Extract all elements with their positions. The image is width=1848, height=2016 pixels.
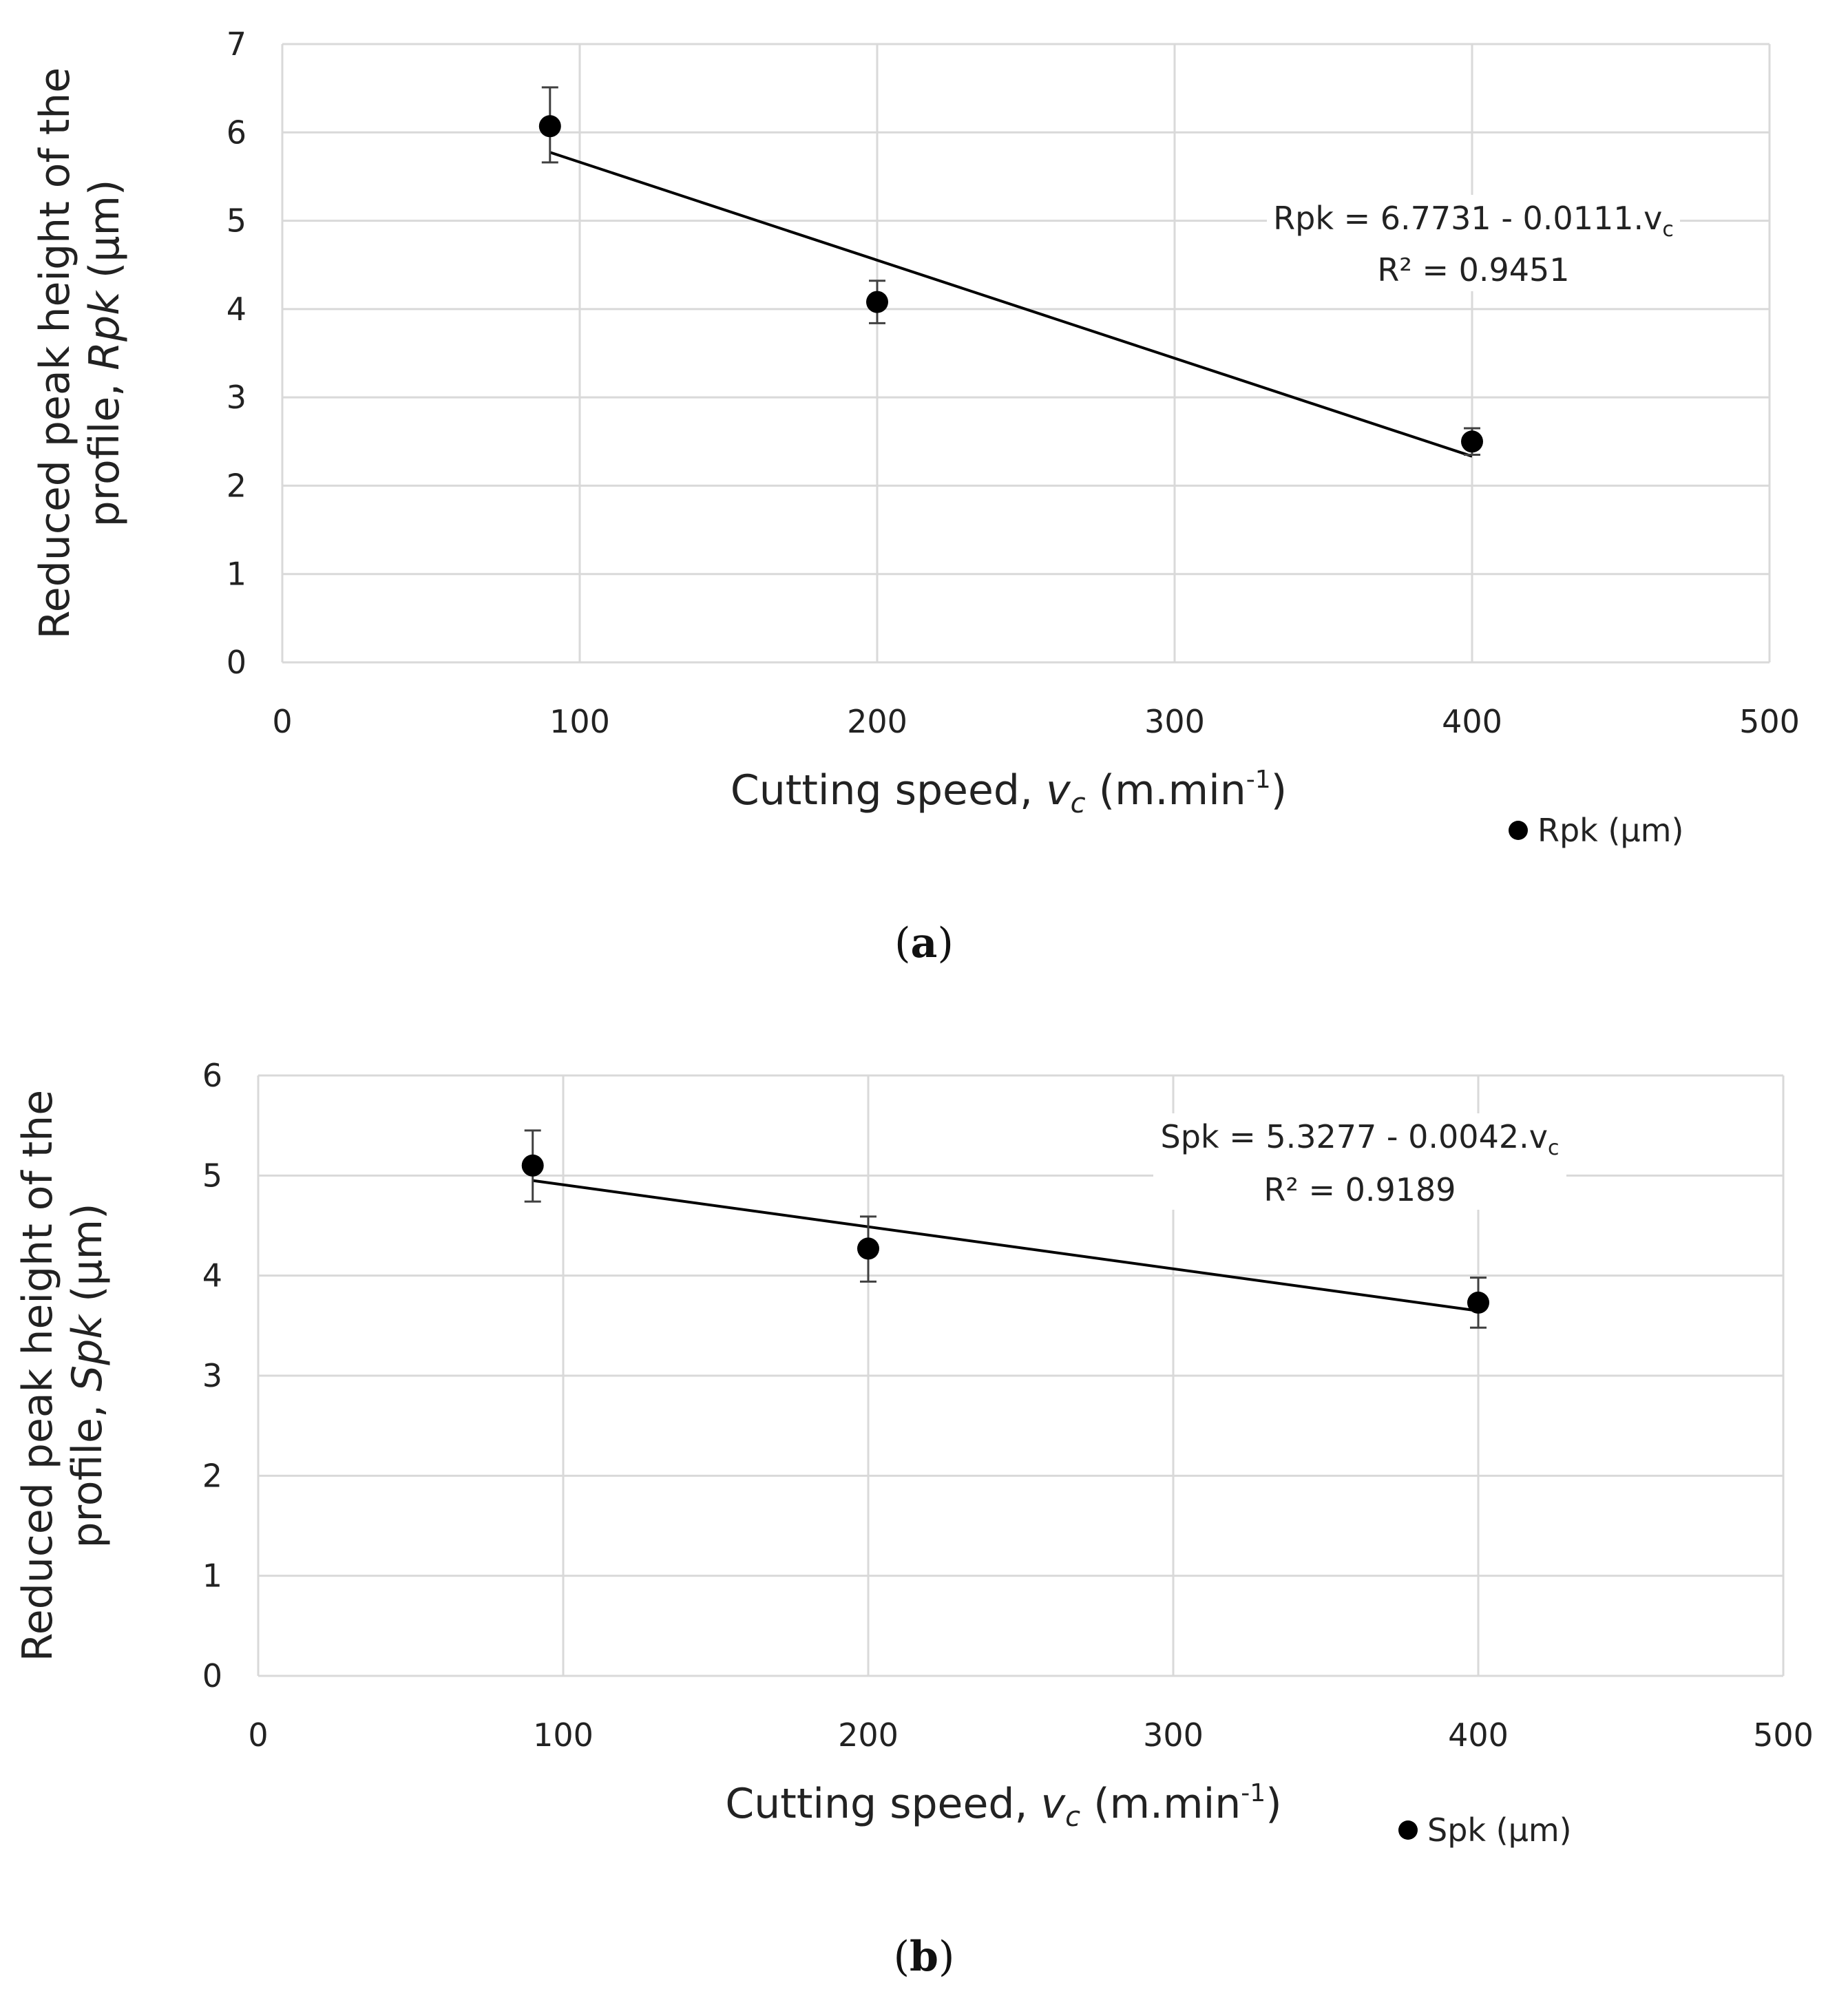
legend: Rpk (µm)	[1509, 812, 1683, 849]
y-tick-label: 4	[227, 291, 246, 328]
y-tick-label: 2	[227, 467, 246, 504]
x-tick-label: 300	[1143, 1716, 1204, 1754]
trendline	[532, 1179, 1479, 1312]
x-tick-label: 0	[272, 703, 292, 740]
x-tick-label: 500	[1739, 703, 1800, 740]
y-tick-label: 4	[202, 1257, 222, 1294]
legend-marker	[1509, 821, 1528, 840]
y-tick-label: 1	[227, 556, 246, 593]
panel-caption: (a)	[894, 919, 954, 967]
equation-background	[1153, 1113, 1566, 1210]
y-axis-title-line2: profile, Spk (µm)	[63, 1203, 112, 1548]
chart-panel-a: 0 1 2 3 4 5 6 7 0 100 200 300 400 500 Rpk = 6.7731 - 0…	[31, 25, 1800, 967]
x-axis-title: Cutting speed, vc (m.min-1)	[725, 1779, 1281, 1833]
x-tick-label: 300	[1144, 703, 1205, 740]
legend-label: Rpk (µm)	[1537, 812, 1683, 849]
legend-marker	[1398, 1820, 1418, 1840]
trendline	[549, 151, 1473, 458]
x-tick-label: 500	[1753, 1716, 1814, 1754]
x-tick-label: 200	[838, 1716, 899, 1754]
y-tick-label: 1	[202, 1557, 222, 1595]
x-tick-label: 100	[549, 703, 610, 740]
y-axis-title: Reduced peak height of the profile, Rpk (…	[31, 67, 129, 639]
y-tick-label: 0	[227, 644, 246, 681]
r-squared-label: R² = 0.9189	[1263, 1171, 1456, 1208]
data-point	[1461, 430, 1483, 453]
y-tick-label: 3	[202, 1357, 222, 1394]
y-axis-title-line2: profile, Rpk (µm)	[81, 180, 129, 527]
panel-caption: (b)	[894, 1933, 955, 1981]
trendline-equation: Spk = 5.3277 - 0.0042.vc	[1161, 1118, 1560, 1160]
x-tick-label: 400	[1442, 703, 1502, 740]
y-tick-label: 5	[202, 1157, 222, 1194]
data-point	[866, 291, 888, 313]
x-tick-label: 100	[533, 1716, 594, 1754]
y-tick-label: 5	[227, 202, 246, 240]
y-tick-label: 6	[202, 1057, 222, 1094]
y-tick-label: 2	[202, 1457, 222, 1494]
y-axis-title-line1: Reduced peak height of the	[14, 1090, 62, 1661]
y-axis-title: Reduced peak height of the profile, Spk (…	[14, 1090, 112, 1661]
data-point	[1467, 1291, 1489, 1314]
y-tick-label: 6	[227, 114, 246, 151]
chart-panel-b: 0 1 2 3 4 5 6 0 100 200 300 400 500 Spk = 5.3277 - 0.…	[14, 1057, 1814, 1981]
r-squared-label: R² = 0.9451	[1377, 251, 1569, 288]
y-tick-label: 7	[227, 25, 246, 63]
legend: Spk (µm)	[1398, 1812, 1572, 1849]
x-tick-label: 200	[847, 703, 907, 740]
equation-background	[1267, 195, 1680, 291]
x-tick-label: 400	[1448, 1716, 1509, 1754]
y-tick-label: 0	[202, 1657, 222, 1694]
x-tick-label: 0	[248, 1716, 268, 1754]
legend-label: Spk (µm)	[1427, 1812, 1572, 1849]
y-tick-label: 3	[227, 379, 246, 416]
x-axis-title: Cutting speed, vc (m.min-1)	[731, 766, 1287, 819]
data-point	[521, 1154, 544, 1177]
y-axis-title-line1: Reduced peak height of the	[31, 67, 79, 639]
data-point	[538, 115, 561, 138]
trendline-equation: Rpk = 6.7731 - 0.0111.vc	[1273, 200, 1674, 242]
data-point	[857, 1237, 879, 1260]
